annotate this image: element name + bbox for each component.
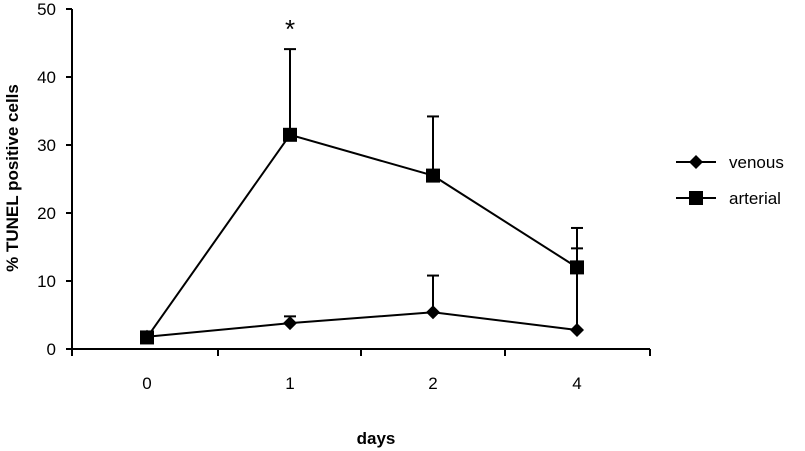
axes: [66, 8, 651, 356]
legend-diamond-marker: [689, 155, 703, 169]
arterial-point: [426, 168, 440, 183]
legend-label: venous: [729, 153, 784, 172]
series-arterial: [140, 48, 584, 345]
series-layer: *: [140, 14, 584, 345]
arterial-line: [146, 133, 578, 339]
legend-label: arterial: [729, 189, 781, 208]
y-tick-label: 30: [37, 136, 56, 155]
x-tick-label: 1: [285, 374, 294, 393]
arterial-point: [140, 330, 154, 345]
arterial-point: [570, 260, 584, 275]
legend-item-venous: venous: [676, 153, 784, 172]
venous-point: [426, 305, 440, 320]
series-venous: [140, 247, 584, 344]
y-tick-label: 40: [37, 68, 56, 87]
venous-line: [146, 311, 578, 338]
x-tick-label: 0: [142, 374, 151, 393]
legend: venous arterial: [676, 153, 784, 208]
x-axis-title: days: [357, 429, 396, 448]
x-tick-label: 4: [572, 374, 581, 393]
significance-annotation: *: [285, 14, 295, 44]
y-tick-label: 0: [47, 340, 56, 359]
legend-item-arterial: arterial: [676, 189, 781, 208]
y-tick-label: 20: [37, 204, 56, 223]
arterial-point: [283, 127, 297, 142]
venous-point: [570, 322, 584, 337]
y-tick-label: 10: [37, 272, 56, 291]
y-axis-title: % TUNEL positive cells: [3, 84, 22, 272]
legend-square-marker: [689, 191, 703, 205]
y-tick-label: 50: [37, 0, 56, 19]
tick-labels: 0 10 20 30 40 50 0 1 2 4: [37, 0, 582, 393]
venous-point: [283, 316, 297, 331]
x-tick-label: 2: [428, 374, 437, 393]
